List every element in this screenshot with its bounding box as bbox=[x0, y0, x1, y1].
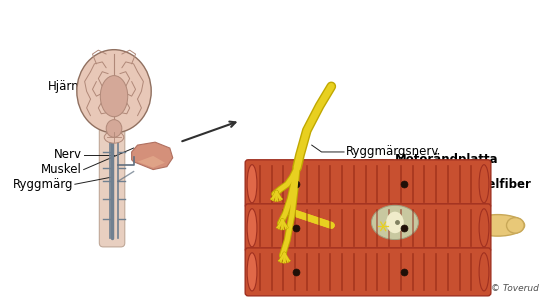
Ellipse shape bbox=[106, 120, 122, 137]
Ellipse shape bbox=[247, 253, 257, 291]
Text: Nerv: Nerv bbox=[54, 148, 82, 161]
Ellipse shape bbox=[471, 214, 525, 236]
Ellipse shape bbox=[351, 187, 376, 214]
Polygon shape bbox=[131, 142, 173, 169]
Text: Ryggmärg: Ryggmärg bbox=[13, 178, 73, 191]
Ellipse shape bbox=[404, 187, 429, 214]
Text: © Toverud: © Toverud bbox=[491, 284, 539, 293]
Ellipse shape bbox=[100, 76, 128, 117]
Ellipse shape bbox=[386, 212, 404, 233]
Text: Hjärna: Hjärna bbox=[48, 80, 86, 93]
Polygon shape bbox=[138, 156, 165, 168]
Ellipse shape bbox=[361, 199, 429, 246]
Ellipse shape bbox=[270, 214, 324, 236]
Text: Ryggmärg: Ryggmärg bbox=[366, 179, 424, 189]
Ellipse shape bbox=[479, 209, 489, 247]
Ellipse shape bbox=[77, 50, 151, 133]
Ellipse shape bbox=[247, 209, 257, 247]
Ellipse shape bbox=[247, 165, 257, 203]
Text: Motorändplatta: Motorändplatta bbox=[395, 153, 498, 166]
FancyBboxPatch shape bbox=[245, 248, 491, 296]
Ellipse shape bbox=[104, 131, 124, 143]
Text: Ryggmärgsnerv: Ryggmärgsnerv bbox=[346, 146, 439, 158]
Text: Muskel: Muskel bbox=[41, 163, 82, 176]
FancyBboxPatch shape bbox=[245, 160, 491, 208]
Ellipse shape bbox=[479, 253, 489, 291]
FancyBboxPatch shape bbox=[245, 204, 491, 252]
Ellipse shape bbox=[479, 165, 489, 203]
FancyBboxPatch shape bbox=[100, 107, 125, 247]
Text: Muskelfiber: Muskelfiber bbox=[454, 178, 531, 191]
Ellipse shape bbox=[507, 218, 524, 233]
Ellipse shape bbox=[377, 187, 403, 214]
Ellipse shape bbox=[266, 218, 283, 233]
Ellipse shape bbox=[371, 205, 419, 240]
FancyBboxPatch shape bbox=[336, 195, 455, 258]
